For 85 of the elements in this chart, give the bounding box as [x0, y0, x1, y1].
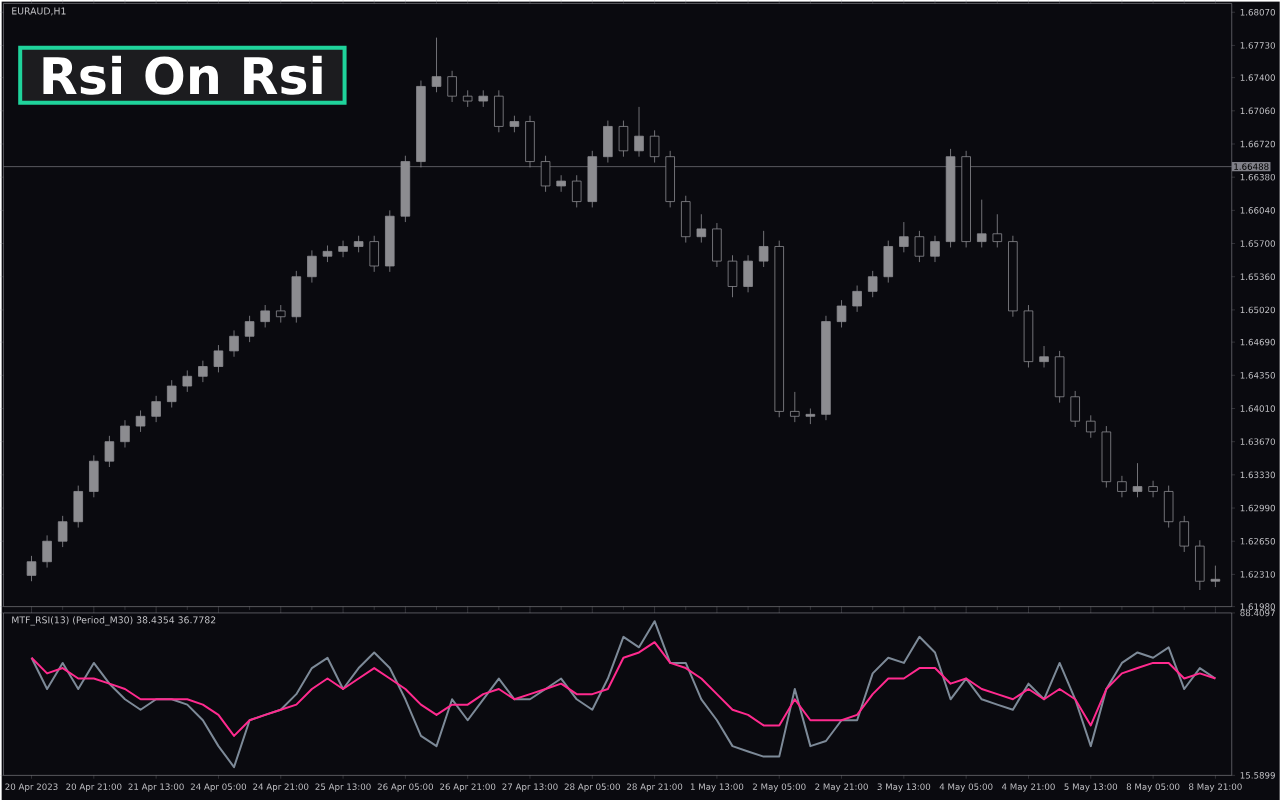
candlestick: [1086, 414, 1096, 438]
candlestick: [992, 213, 1003, 248]
candlestick: [447, 70, 457, 103]
candlestick: [1132, 462, 1143, 498]
y-tick-label: 1.62310: [1240, 570, 1275, 578]
x-tick-label: 26 Apr 21:00: [440, 783, 496, 792]
y-tick-label: 1.66380: [1240, 173, 1275, 181]
candlestick: [104, 435, 115, 468]
candlestick: [1039, 345, 1049, 368]
y-tick-label: 1.63330: [1240, 471, 1275, 478]
annotation: Rsi On Rsi: [43, 55, 322, 95]
y-tick-label: 1.64350: [1240, 371, 1275, 379]
x-tick-label: 24 Apr 05:00: [190, 783, 247, 792]
chart-title: MTF_RSI(13) (Period_M30) 38.4354 36.7782: [12, 616, 216, 626]
candlestick: [836, 299, 847, 328]
x-tick-label: 26 Apr 05:00: [377, 783, 433, 792]
y-tick-label: 1.67400: [1240, 74, 1275, 81]
y-tick-label: 1.62650: [1240, 537, 1275, 545]
candlestick: [805, 407, 816, 425]
x-tick-label: 28 Apr 21:00: [627, 783, 683, 792]
y-tick-label: 1.65020: [1240, 306, 1275, 314]
x-tick-label: 28 Apr 05:00: [564, 783, 620, 792]
candlestick: [556, 174, 566, 193]
x-tick-label: 4 May 21:00: [1001, 783, 1055, 792]
y-tick-label: 1.62990: [1240, 504, 1275, 512]
candlestick: [338, 240, 348, 258]
y-tick-label: 1.64690: [1240, 338, 1275, 346]
candlestick: [198, 360, 208, 383]
y-tick-label: 1.68070: [1240, 8, 1275, 16]
candlestick: [135, 409, 146, 433]
candlestick: [867, 270, 878, 298]
chart-title: EURAUD,H1: [12, 7, 66, 16]
x-tick-label: 2 May 21:00: [815, 783, 868, 792]
x-tick-label: 20 Apr 2023: [5, 783, 58, 792]
y-tick-label: 1.61980: [1240, 603, 1275, 610]
candlestick: [182, 369, 193, 393]
candlestick: [1210, 565, 1221, 588]
x-tick-label: 21 Apr 13:00: [128, 783, 184, 792]
y-tick-label: 1.63670: [1240, 438, 1275, 445]
x-tick-label: 2 May 05:00: [752, 783, 806, 792]
candlestick: [229, 329, 239, 357]
candlestick: [213, 344, 224, 373]
y-tick-label: 15.5899: [1240, 771, 1275, 779]
y-tick-label: 1.65700: [1240, 240, 1275, 247]
x-tick-label: 3 May 13:00: [877, 783, 931, 792]
y-tick-label: 1.67730: [1240, 41, 1275, 49]
candlestick: [307, 249, 317, 283]
candlestick: [57, 515, 68, 548]
x-tick-label: 27 Apr 13:00: [502, 783, 558, 792]
x-tick-label: 24 Apr 21:00: [253, 783, 309, 792]
candlestick: [120, 419, 130, 448]
x-tick-label: 8 May 21:00: [1189, 783, 1242, 792]
candlestick: [899, 221, 909, 253]
x-tick-label: 5 May 13:00: [1064, 783, 1118, 792]
y-tick-label: 1.66040: [1240, 206, 1275, 214]
candlestick: [571, 174, 582, 208]
candlestick: [151, 395, 161, 423]
y-tick-label: 1.65360: [1240, 273, 1275, 280]
x-tick-label: 1 May 13:00: [690, 783, 744, 792]
candlestick: [244, 315, 255, 343]
candlestick: [790, 391, 800, 423]
candlestick: [166, 379, 177, 408]
y-tick-label: 1.67060: [1240, 107, 1275, 114]
x-tick-label: 25 Apr 13:00: [315, 783, 371, 792]
candlestick: [1117, 475, 1127, 498]
candlestick: [26, 555, 37, 582]
candlestick: [634, 106, 644, 157]
candlestick: [914, 230, 925, 263]
candlestick: [649, 129, 660, 163]
y-tick-label: 1.64010: [1240, 405, 1275, 412]
candlestick: [1148, 480, 1158, 498]
x-tick-label: 8 May 05:00: [1126, 783, 1180, 792]
candlestick: [852, 284, 862, 313]
candlestick: [260, 304, 270, 328]
x-tick-label: 20 Apr 21:00: [66, 783, 122, 792]
candlestick: [976, 199, 987, 248]
candlestick: [431, 37, 442, 93]
candlestick: [42, 534, 52, 568]
y-tick-label: 88.4097: [1240, 609, 1275, 617]
candlestick: [696, 213, 707, 243]
candlestick: [758, 230, 769, 268]
candlestick: [930, 235, 940, 263]
ref-line-label: 1.66488: [1234, 163, 1269, 170]
x-tick-label: 4 May 05:00: [939, 783, 993, 792]
y-tick-label: 1.66720: [1240, 140, 1275, 148]
